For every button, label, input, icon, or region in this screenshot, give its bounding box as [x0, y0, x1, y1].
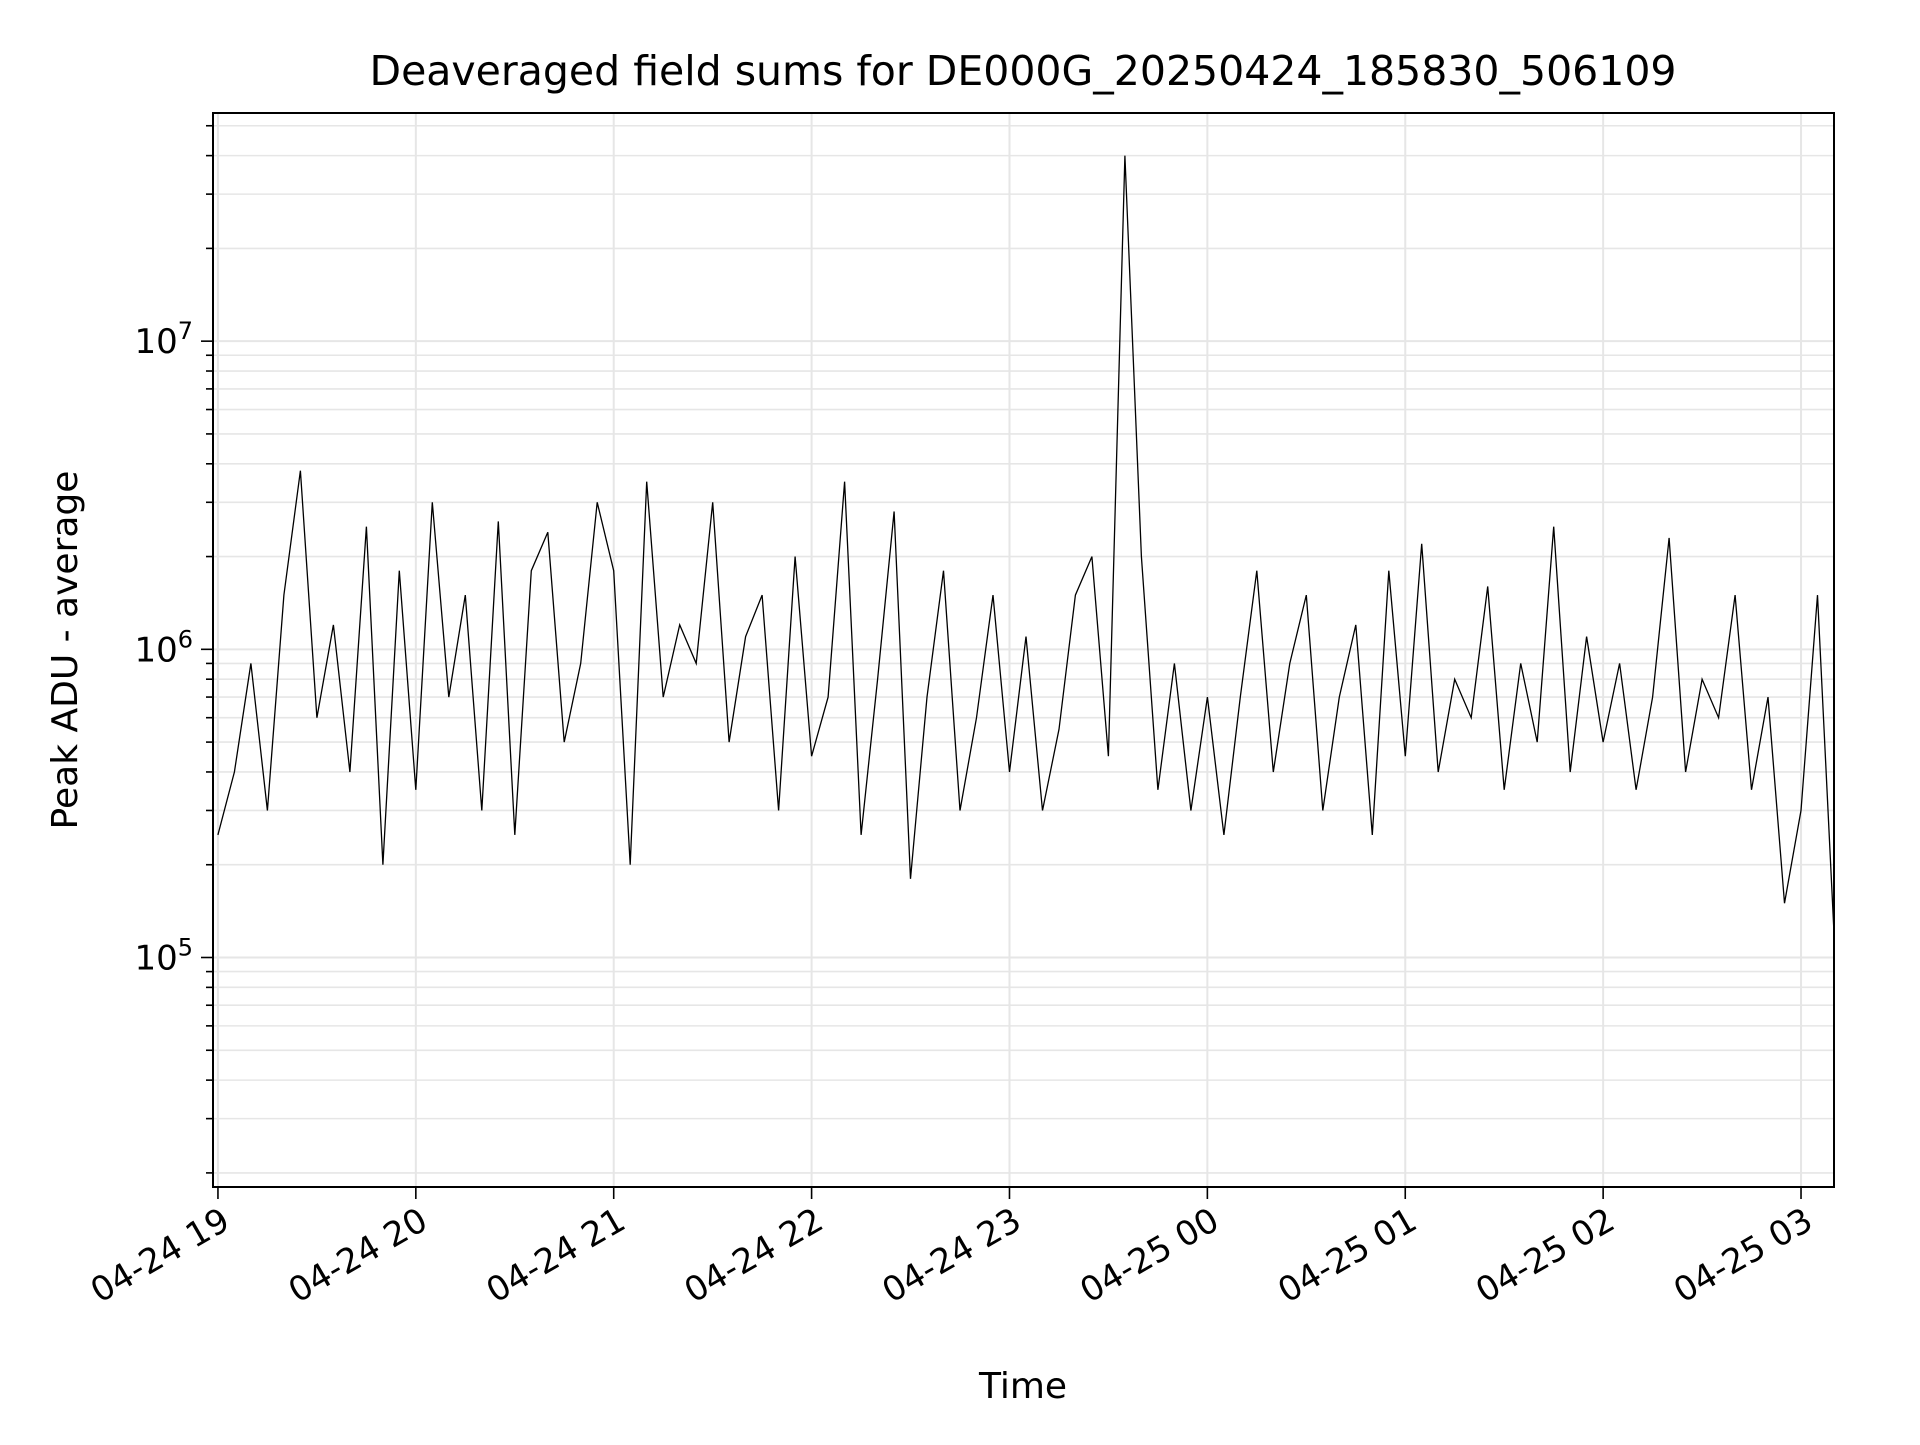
y-tick-label: 107	[134, 317, 193, 362]
y-tick-exponent: 5	[178, 933, 193, 961]
y-tick-base: 10	[134, 322, 177, 362]
x-axis-label: Time	[978, 1366, 1067, 1407]
y-tick-exponent: 6	[178, 625, 193, 653]
y-tick-label: 105	[134, 933, 193, 978]
y-tick-label: 106	[134, 625, 193, 670]
chart-title: Deaveraged field sums for DE000G_2025042…	[370, 47, 1677, 95]
y-axis-label: Peak ADU - average	[45, 471, 86, 830]
y-tick-base: 10	[134, 938, 177, 978]
y-tick-base: 10	[134, 630, 177, 670]
y-tick-exponent: 7	[178, 317, 193, 345]
series-line	[217, 155, 1835, 934]
